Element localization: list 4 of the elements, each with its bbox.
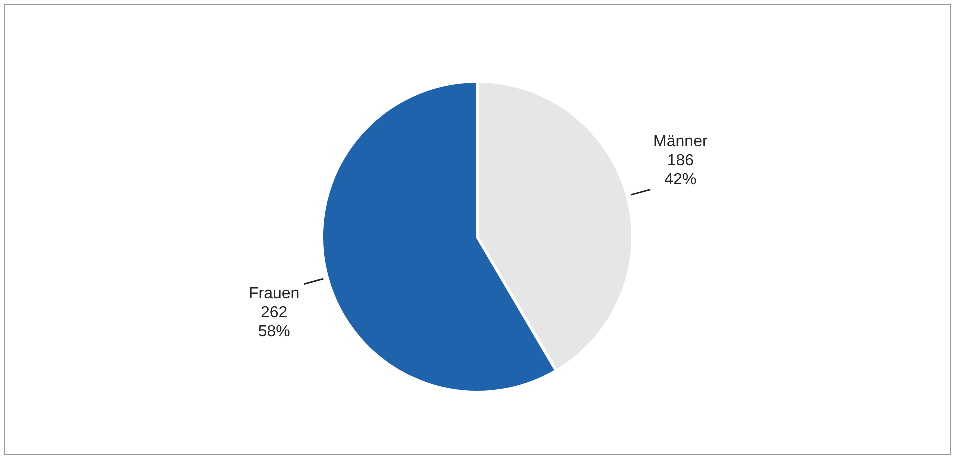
data-label: 186 42% (664, 152, 697, 189)
data-label: 262 58% (258, 304, 290, 340)
slice-label: Männer (654, 134, 708, 151)
slice-label: Frauen (248, 285, 300, 302)
